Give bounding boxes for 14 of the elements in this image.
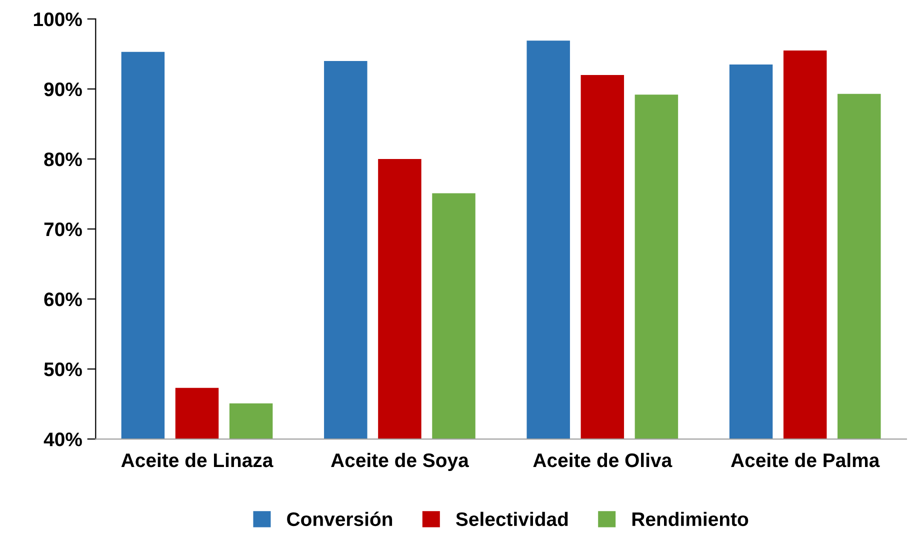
legend-label: Rendimiento xyxy=(632,512,748,526)
legend-label: Conversión xyxy=(287,512,392,526)
legend-label: Selectividad xyxy=(456,512,568,526)
y-tick-label: 40% xyxy=(44,432,82,446)
y-tick-label: 60% xyxy=(44,292,82,306)
y-tick-label: 100% xyxy=(34,12,82,26)
y-tick-label: 80% xyxy=(44,152,82,166)
x-tick-label: Aceite de Linaza xyxy=(121,452,274,468)
x-tick-label: Aceite de Palma xyxy=(731,452,880,468)
x-tick-label: Aceite de Oliva xyxy=(533,452,672,468)
y-tick-label: 50% xyxy=(44,362,82,376)
y-tick-label: 70% xyxy=(44,222,82,236)
y-tick-label: 90% xyxy=(44,82,82,96)
x-tick-label: Aceite de Soya xyxy=(331,452,469,472)
